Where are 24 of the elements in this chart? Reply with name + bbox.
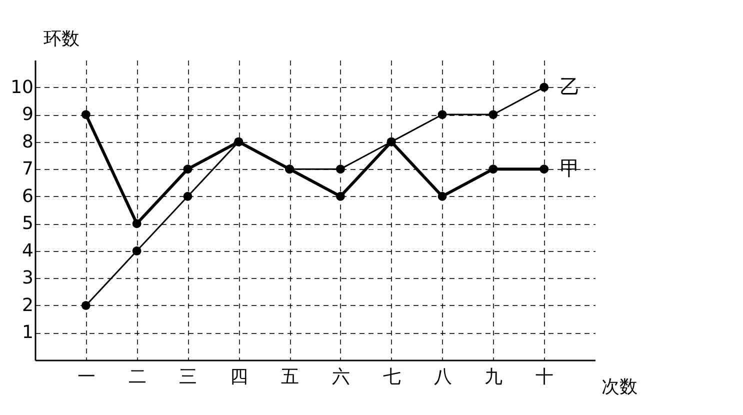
x-tick-label: 八	[434, 366, 452, 388]
x-tick-label: 一	[77, 366, 96, 388]
series-label: 甲	[560, 156, 580, 180]
y-tick-label: 8	[22, 131, 34, 152]
series-label: 乙	[560, 74, 580, 98]
x-tick-label: 十	[536, 366, 554, 388]
y-tick-label: 6	[22, 186, 34, 207]
x-axis-title: 次数	[602, 376, 638, 398]
y-tick-label: 5	[22, 213, 34, 234]
x-tick-label: 五	[281, 366, 300, 388]
y-tick-label: 1	[22, 322, 34, 344]
y-tick-label: 10	[10, 76, 34, 98]
y-tick-label: 3	[22, 268, 34, 289]
y-tick-label: 2	[22, 294, 34, 316]
x-tick-label: 九	[484, 366, 503, 388]
x-tick-label: 三	[179, 366, 198, 388]
x-tick-label: 四	[230, 366, 248, 388]
x-tick-label: 七	[382, 366, 401, 388]
x-tick-label: 六	[332, 366, 350, 388]
y-tick-label: 7	[22, 158, 34, 180]
y-axis-title: 环数	[44, 28, 80, 50]
x-tick-label: 二	[128, 366, 146, 388]
y-tick-label: 4	[22, 240, 34, 262]
y-tick-label: 9	[22, 104, 34, 126]
